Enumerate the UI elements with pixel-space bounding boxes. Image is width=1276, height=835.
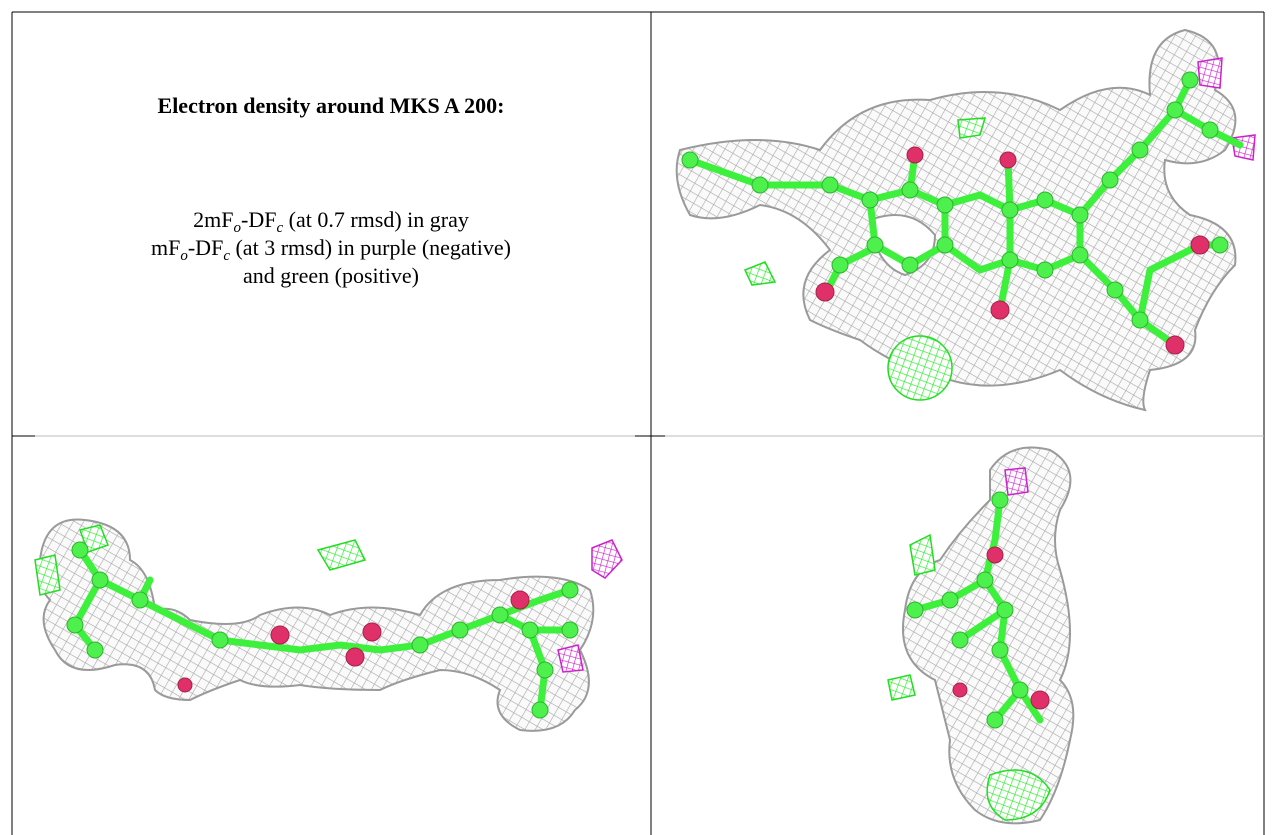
text: 2mF	[193, 207, 233, 232]
molecule-view-side	[35, 520, 622, 731]
legend-line: and green (positive)	[243, 263, 419, 288]
text: and green (positive)	[243, 263, 419, 288]
molecule-view-top	[677, 30, 1255, 410]
legend-line: mFo-DFc (at 3 rmsd) in purple (negative)	[151, 235, 511, 264]
text: (at 0.7 rmsd) in gray	[283, 207, 469, 232]
text: -DF	[241, 207, 276, 232]
panel-title: Electron density around MKS A 200:	[158, 93, 505, 118]
text: mF	[151, 235, 180, 260]
legend-line: 2mFo-DFc (at 0.7 rmsd) in gray	[193, 207, 469, 236]
figure: Electron density around MKS A 200: 2mFo-…	[0, 0, 1276, 835]
text: (at 3 rmsd) in purple (negative)	[230, 235, 511, 260]
text: -DF	[188, 235, 223, 260]
molecule-view-end	[888, 448, 1073, 824]
